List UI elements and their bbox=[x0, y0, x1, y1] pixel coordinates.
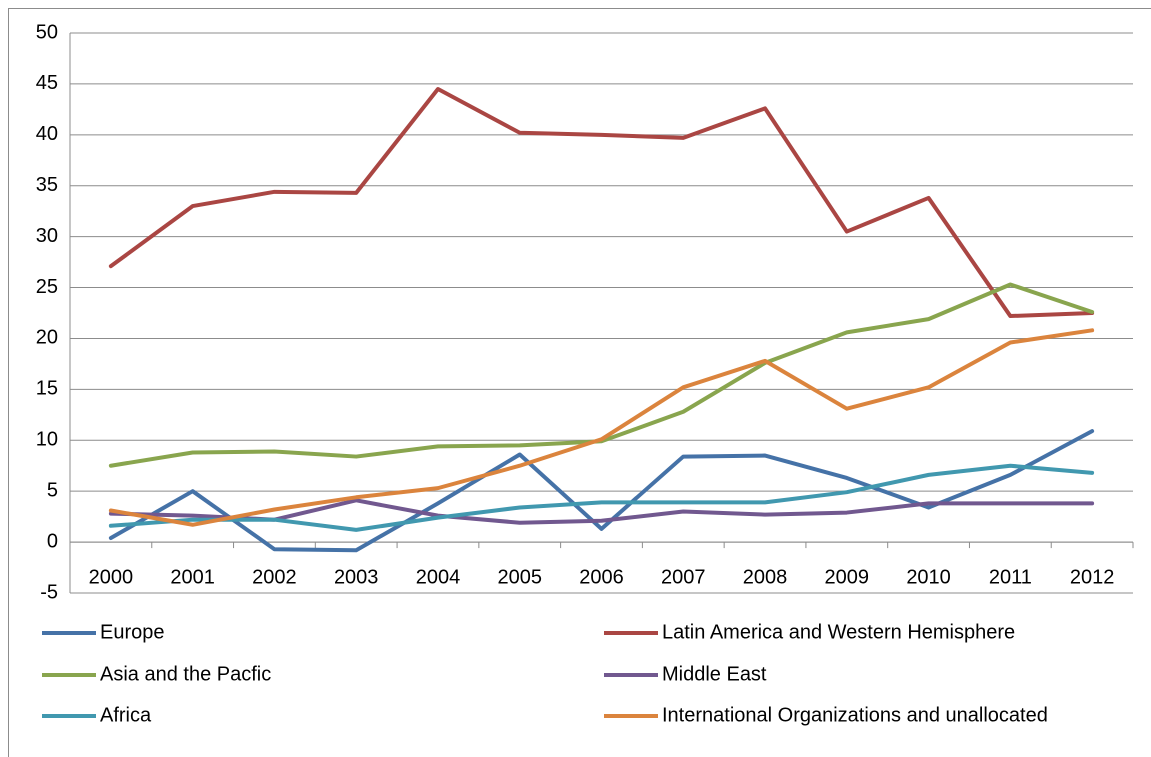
series-line bbox=[108, 463, 1095, 532]
y-tick-label: 35 bbox=[36, 174, 58, 196]
legend-label: International Organizations and unalloca… bbox=[662, 704, 1048, 726]
x-tick-label: 2005 bbox=[497, 566, 542, 588]
chart-frame bbox=[8, 8, 1151, 757]
y-tick-label: 25 bbox=[36, 276, 58, 298]
x-tick-label: 2003 bbox=[334, 566, 379, 588]
x-tick-label: 2012 bbox=[1070, 566, 1115, 588]
y-tick-label: 5 bbox=[47, 479, 58, 501]
y-tick-label: 30 bbox=[36, 225, 58, 247]
x-tick-label: 2001 bbox=[170, 566, 215, 588]
x-tick-label: 2011 bbox=[989, 566, 1032, 588]
y-tick-label: 40 bbox=[36, 123, 58, 145]
x-tick-label: 2002 bbox=[252, 566, 297, 588]
y-tick-label: -5 bbox=[40, 581, 58, 603]
x-tick-label: 2000 bbox=[89, 566, 134, 588]
legend-label: Africa bbox=[100, 704, 152, 726]
y-tick-label: 50 bbox=[36, 21, 58, 43]
legend-label: Asia and the Pacfic bbox=[100, 663, 271, 685]
series-line bbox=[108, 328, 1095, 527]
x-tick-label: 2006 bbox=[579, 566, 624, 588]
legend-label: Latin America and Western Hemisphere bbox=[662, 621, 1015, 643]
x-tick-label: 2004 bbox=[416, 566, 461, 588]
x-tick-label: 2010 bbox=[906, 566, 951, 588]
y-tick-label: 45 bbox=[36, 72, 58, 94]
y-tick-label: 15 bbox=[36, 378, 58, 400]
x-tick-label: 2007 bbox=[661, 566, 706, 588]
y-tick-label: 0 bbox=[47, 530, 58, 552]
y-tick-label: 20 bbox=[36, 327, 58, 349]
y-tick-label: 10 bbox=[36, 429, 58, 451]
series-line bbox=[108, 429, 1095, 553]
x-tick-label: 2008 bbox=[743, 566, 788, 588]
legend-label: Middle East bbox=[662, 663, 767, 685]
series-line bbox=[108, 87, 1095, 319]
legend-label: Europe bbox=[100, 621, 165, 643]
x-tick-label: 2009 bbox=[825, 566, 870, 588]
